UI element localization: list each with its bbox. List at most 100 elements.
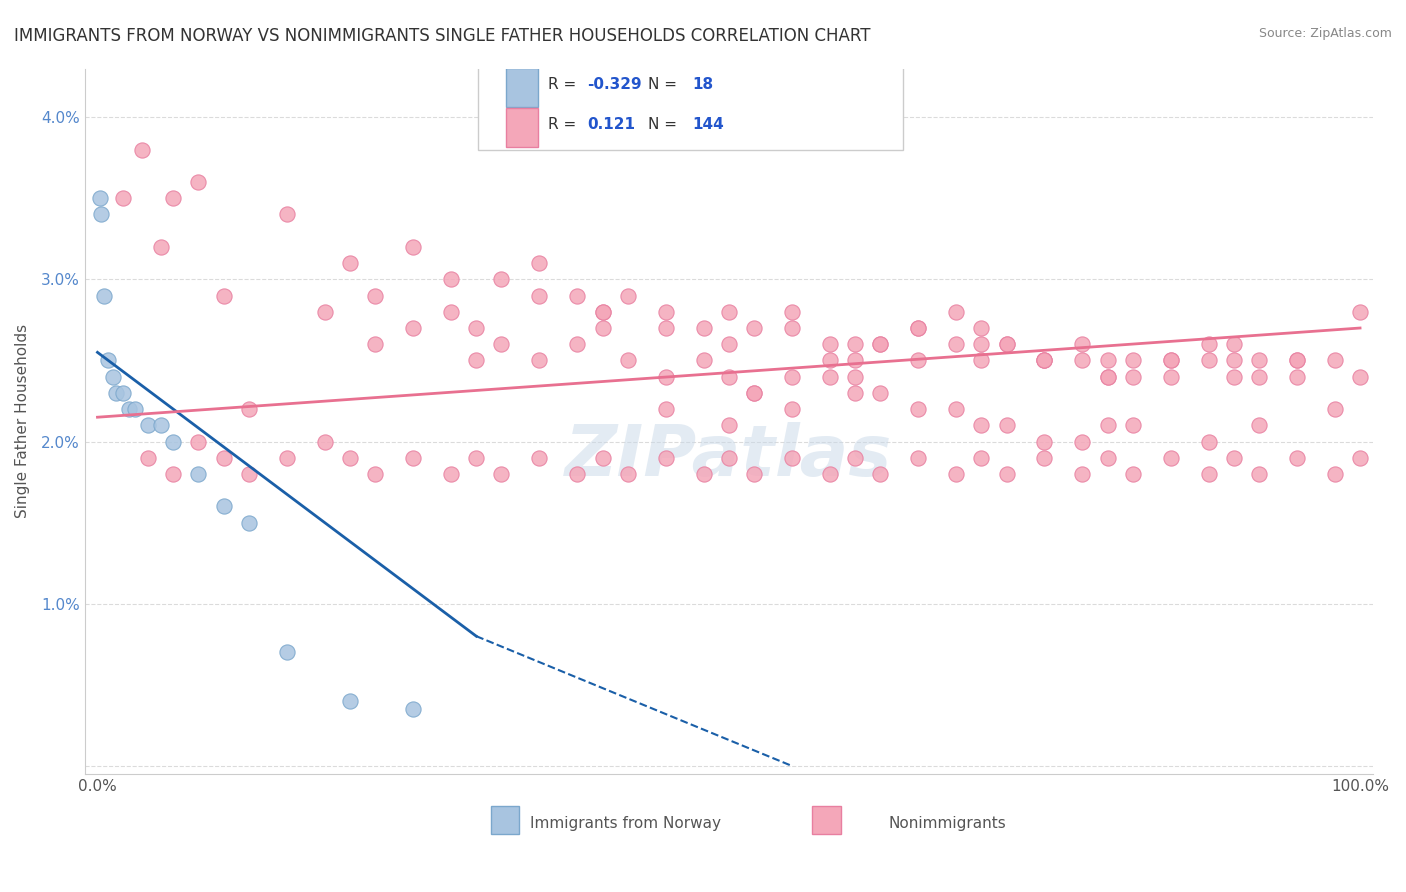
- Point: [1198, 337, 1220, 351]
- Point: [1223, 337, 1246, 351]
- Point: [567, 467, 589, 481]
- Point: [465, 450, 488, 465]
- Point: [592, 321, 614, 335]
- Point: [1071, 467, 1094, 481]
- Point: [1198, 353, 1220, 368]
- Text: R =: R =: [548, 77, 582, 92]
- Point: [90, 207, 112, 221]
- Point: [869, 467, 891, 481]
- Point: [1247, 467, 1270, 481]
- Point: [717, 369, 740, 384]
- Point: [1160, 450, 1182, 465]
- Point: [945, 402, 967, 417]
- Point: [276, 645, 298, 659]
- Point: [1323, 353, 1346, 368]
- Point: [1198, 434, 1220, 449]
- Point: [364, 288, 387, 302]
- Point: [869, 337, 891, 351]
- Point: [529, 450, 551, 465]
- Point: [717, 337, 740, 351]
- Point: [339, 694, 361, 708]
- Point: [844, 450, 866, 465]
- Point: [238, 467, 260, 481]
- Text: Immigrants from Norway: Immigrants from Norway: [530, 816, 721, 831]
- Point: [1223, 369, 1246, 384]
- Point: [491, 272, 513, 286]
- Point: [945, 305, 967, 319]
- Point: [717, 450, 740, 465]
- Point: [995, 418, 1018, 433]
- Point: [212, 288, 235, 302]
- Point: [692, 321, 714, 335]
- Point: [742, 467, 765, 481]
- Point: [995, 337, 1018, 351]
- Point: [1247, 369, 1270, 384]
- Point: [616, 288, 638, 302]
- Point: [1097, 418, 1119, 433]
- Point: [238, 402, 260, 417]
- Point: [1097, 353, 1119, 368]
- Point: [1285, 353, 1308, 368]
- Point: [529, 353, 551, 368]
- Point: [314, 434, 336, 449]
- Point: [692, 353, 714, 368]
- FancyBboxPatch shape: [491, 805, 519, 834]
- Point: [592, 450, 614, 465]
- Point: [1247, 353, 1270, 368]
- Point: [818, 369, 841, 384]
- Text: ZIPatlas: ZIPatlas: [565, 422, 893, 491]
- Point: [1122, 353, 1144, 368]
- Point: [402, 450, 425, 465]
- Point: [149, 240, 172, 254]
- Point: [592, 305, 614, 319]
- Point: [1285, 353, 1308, 368]
- Text: 144: 144: [693, 117, 724, 132]
- Point: [1323, 402, 1346, 417]
- Point: [869, 337, 891, 351]
- Text: R =: R =: [548, 117, 582, 132]
- Point: [818, 337, 841, 351]
- Text: N =: N =: [648, 117, 682, 132]
- Point: [945, 337, 967, 351]
- Point: [654, 369, 676, 384]
- Point: [364, 337, 387, 351]
- Point: [187, 467, 209, 481]
- Point: [567, 337, 589, 351]
- Point: [212, 500, 235, 514]
- Point: [780, 305, 803, 319]
- Point: [869, 385, 891, 400]
- Point: [1122, 467, 1144, 481]
- Point: [907, 353, 929, 368]
- Point: [1033, 434, 1056, 449]
- Point: [692, 467, 714, 481]
- Point: [1122, 418, 1144, 433]
- Point: [136, 450, 159, 465]
- Point: [780, 369, 803, 384]
- Point: [339, 450, 361, 465]
- Point: [111, 385, 134, 400]
- Point: [567, 288, 589, 302]
- Point: [1033, 353, 1056, 368]
- Point: [780, 402, 803, 417]
- Point: [491, 467, 513, 481]
- Point: [780, 450, 803, 465]
- Point: [118, 402, 141, 417]
- FancyBboxPatch shape: [813, 805, 841, 834]
- Point: [1348, 305, 1371, 319]
- Point: [1285, 450, 1308, 465]
- Point: [101, 369, 124, 384]
- Point: [654, 450, 676, 465]
- Point: [465, 353, 488, 368]
- Point: [529, 288, 551, 302]
- Point: [339, 256, 361, 270]
- Point: [238, 516, 260, 530]
- Text: N =: N =: [648, 77, 682, 92]
- Point: [124, 402, 146, 417]
- Point: [1323, 467, 1346, 481]
- FancyBboxPatch shape: [506, 68, 538, 107]
- Point: [402, 702, 425, 716]
- Point: [970, 418, 993, 433]
- Point: [162, 434, 184, 449]
- Point: [364, 467, 387, 481]
- Point: [717, 418, 740, 433]
